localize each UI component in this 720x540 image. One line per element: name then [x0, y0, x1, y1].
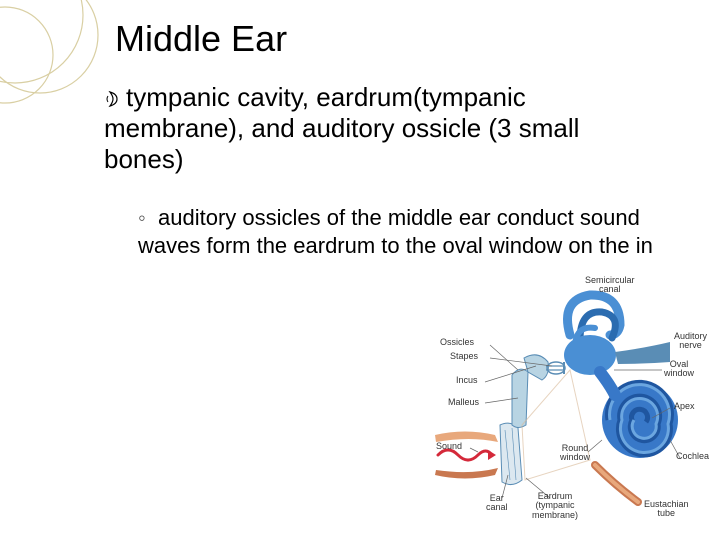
sound-arrow: [488, 450, 496, 460]
ear-anatomy-diagram: Semicircularcanal Auditorynerve Ossicles…: [430, 280, 710, 530]
label-round-window: Roundwindow: [560, 444, 590, 463]
vestibule: [564, 335, 616, 375]
auditory-nerve-shape: [615, 342, 670, 364]
label-cochlea: Cochlea: [676, 452, 709, 461]
label-eustachian: Eustachiantube: [644, 500, 689, 519]
label-apex: Apex: [674, 402, 695, 411]
label-ossicles: Ossicles: [440, 338, 474, 347]
main-bullet-text: tympanic cavity, eardrum(tympanic membra…: [104, 82, 579, 174]
label-eardrum: Eardrum(tympanicmembrane): [532, 492, 578, 520]
label-stapes: Stapes: [450, 352, 478, 361]
label-semicircular: Semicircularcanal: [585, 276, 635, 295]
stapes-shape: [547, 362, 565, 374]
label-ear-canal: Earcanal: [486, 494, 508, 513]
label-auditory-nerve: Auditorynerve: [674, 332, 707, 351]
sub-bullet-text: auditory ossicles of the middle ear cond…: [138, 205, 653, 258]
label-oval-window: Ovalwindow: [664, 360, 694, 379]
label-incus: Incus: [456, 376, 478, 385]
bullet-glyph-icon: [104, 82, 126, 113]
slide-title: Middle Ear: [115, 18, 287, 60]
eardrum-shape: [500, 423, 522, 484]
label-sound: Sound: [436, 442, 462, 451]
main-bullet: tympanic cavity, eardrum(tympanic membra…: [104, 82, 664, 176]
canal-lower-wall: [435, 468, 498, 479]
sub-bullet-marker: ◦: [138, 204, 158, 232]
sub-bullet: ◦auditory ossicles of the middle ear con…: [138, 204, 678, 259]
label-malleus: Malleus: [448, 398, 479, 407]
sound-wave: [438, 450, 492, 460]
